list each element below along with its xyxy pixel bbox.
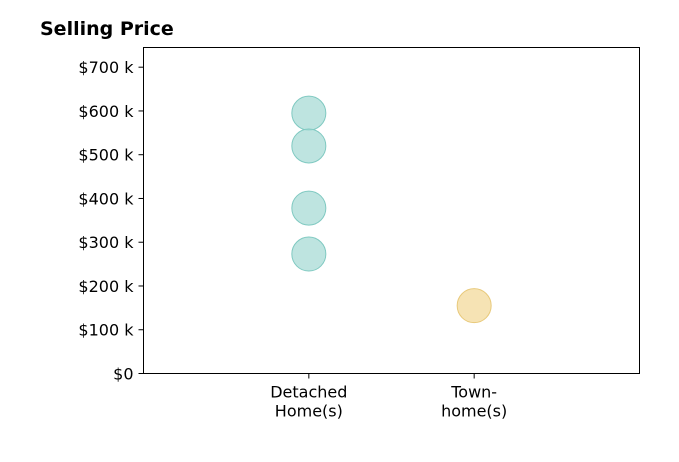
y-axis: $0 $100 k $200 k $300 k $400 k $500 k $600 k $7… xyxy=(78,58,144,384)
data-point xyxy=(291,128,327,164)
x-tick-label: home(s) xyxy=(441,402,507,421)
y-tick-label: $400 k xyxy=(78,189,134,208)
x-tick-label: Home(s) xyxy=(275,402,343,421)
plot-frame xyxy=(143,47,640,374)
x-tick-label: Detached xyxy=(270,383,347,402)
y-tick-label: $600 k xyxy=(78,102,134,121)
y-tick-label: $300 k xyxy=(78,233,134,252)
y-tick-label: $200 k xyxy=(78,277,134,296)
y-tick-label: $500 k xyxy=(78,146,134,165)
y-tick-label: $0 xyxy=(113,365,133,384)
x-tick-label: Town- xyxy=(450,383,497,402)
y-tick-label: $700 k xyxy=(78,58,134,77)
y-tick-label: $100 k xyxy=(78,321,134,340)
data-point xyxy=(291,95,327,131)
data-points xyxy=(291,95,492,324)
chart-title: Selling Price xyxy=(40,18,174,40)
data-point xyxy=(291,190,327,226)
data-point xyxy=(291,236,327,272)
data-point xyxy=(456,288,492,324)
